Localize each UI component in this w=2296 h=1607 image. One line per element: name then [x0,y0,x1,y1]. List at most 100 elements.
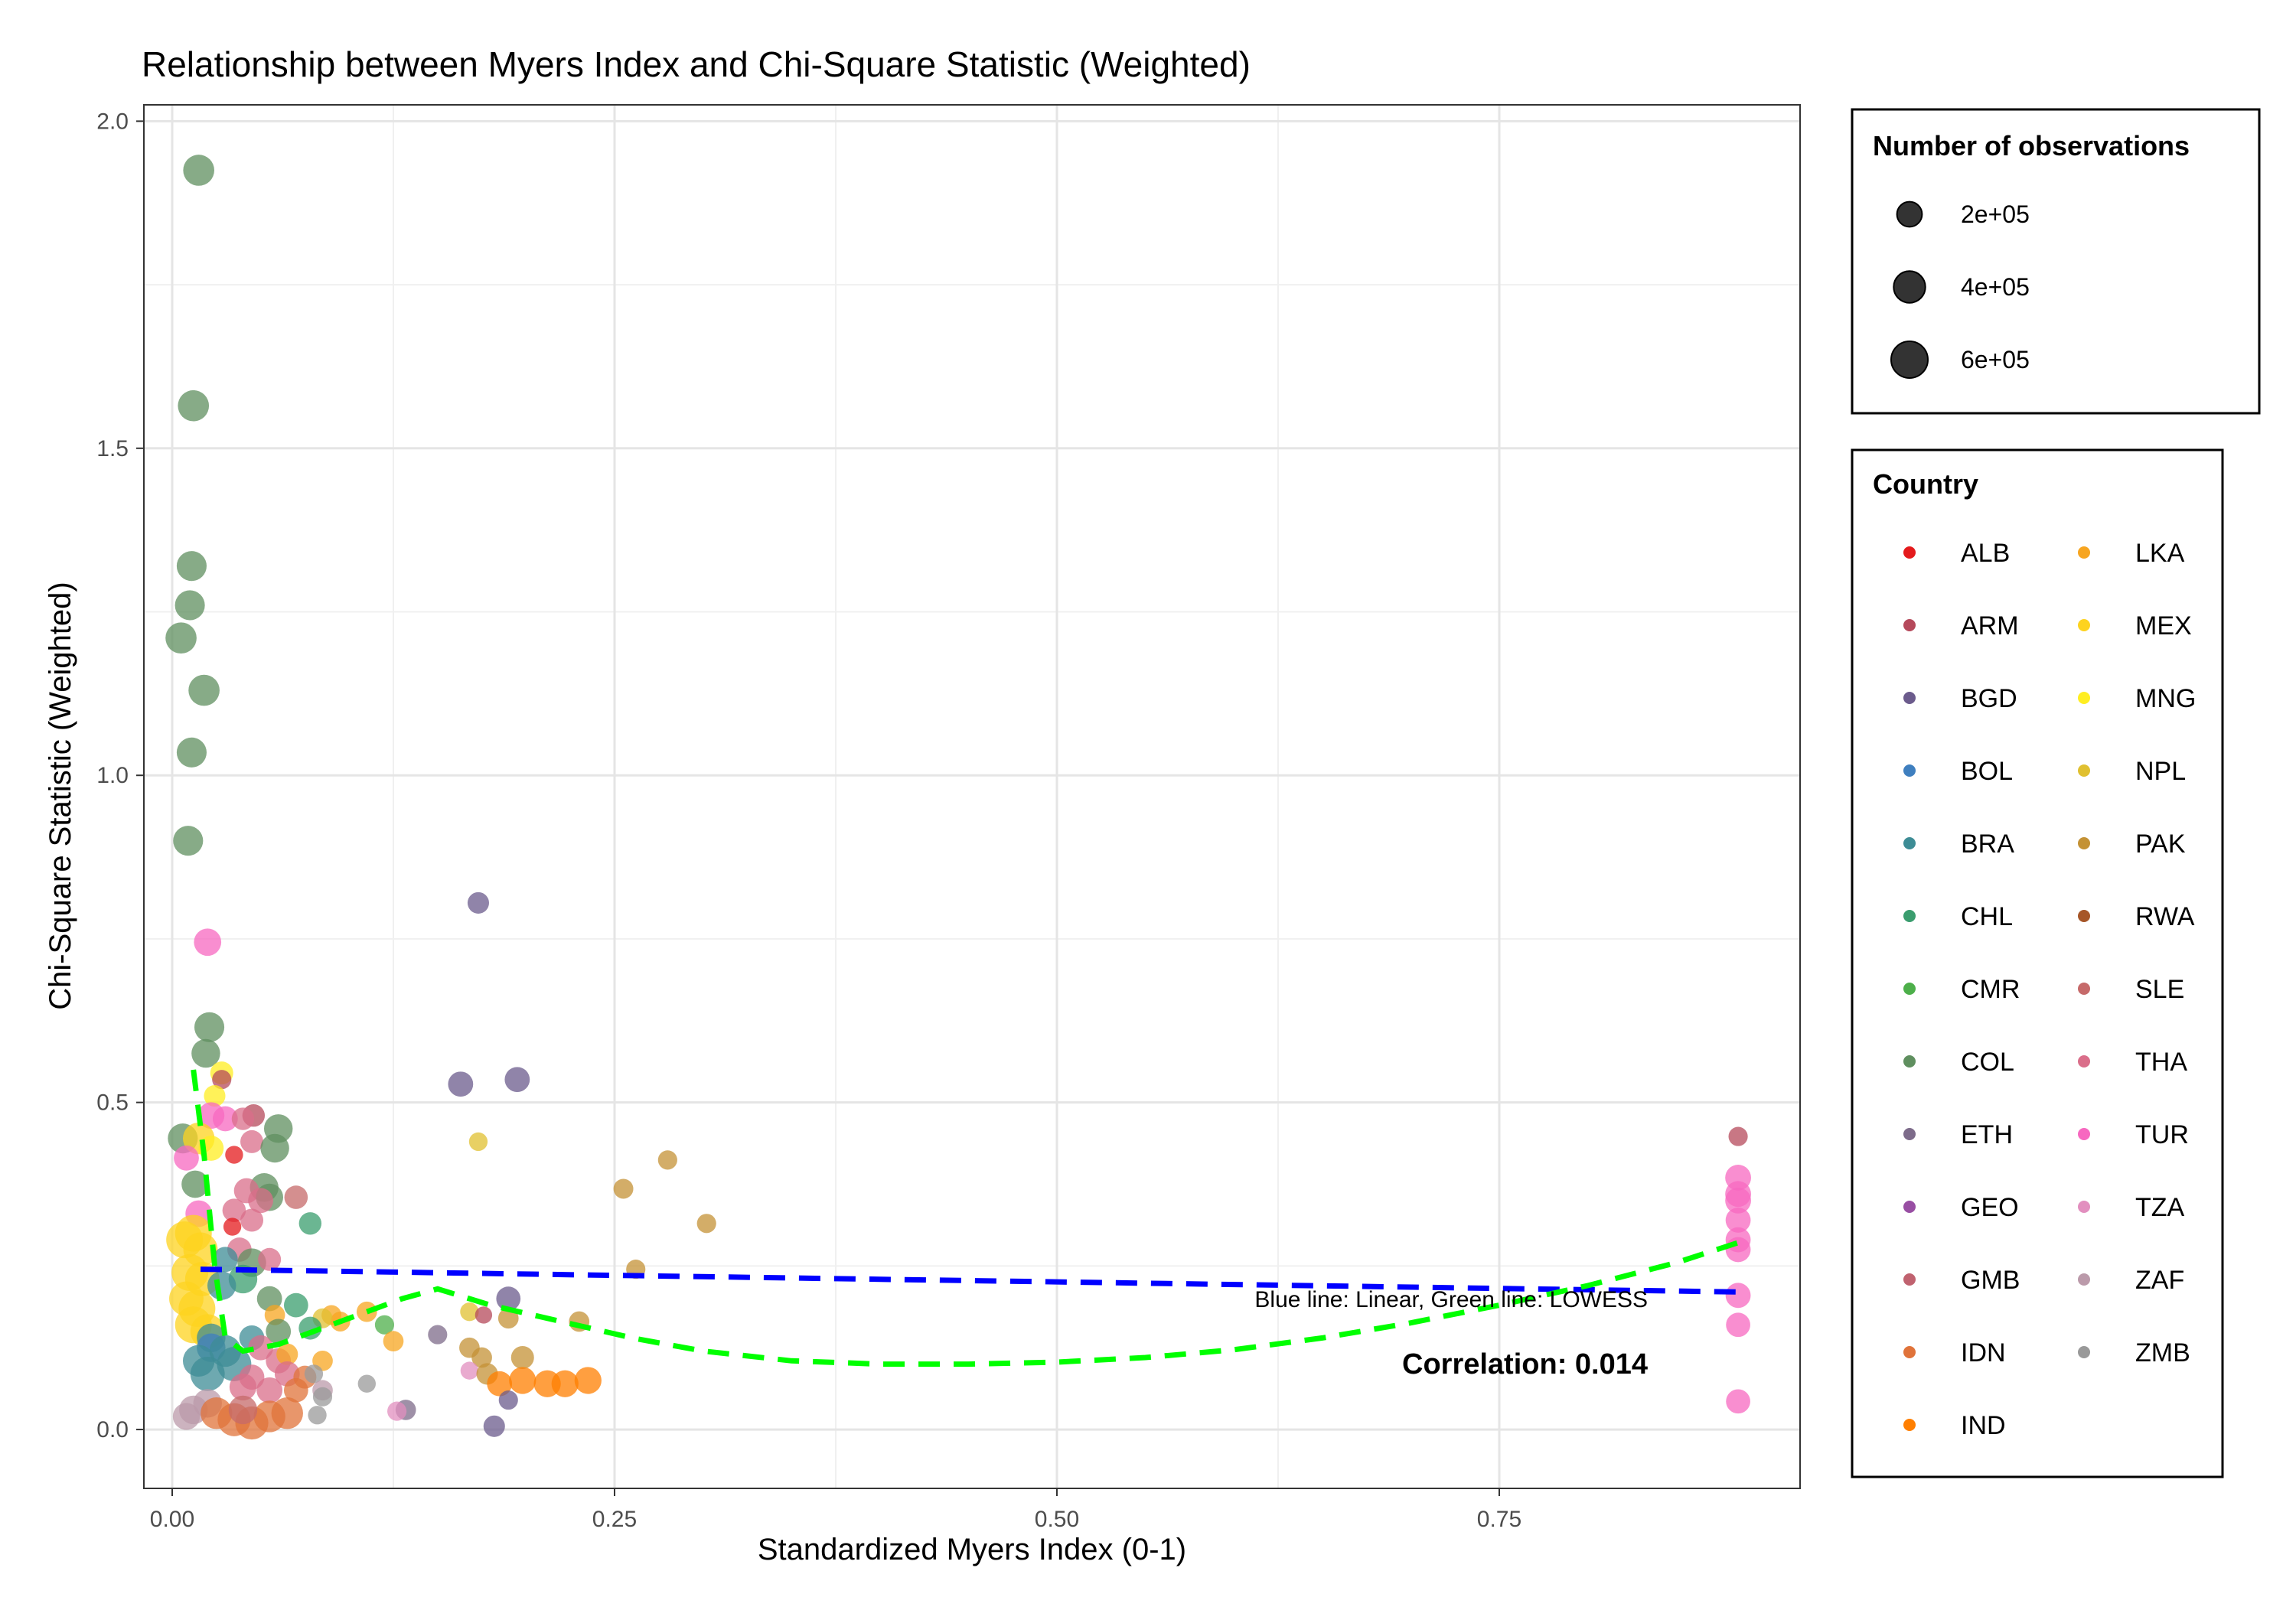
size-legend-key [1890,341,1929,379]
color-legend-label: TZA [2135,1193,2185,1222]
correlation-label: Correlation: 0.014 [1402,1348,1648,1380]
color-legend-label: GMB [1961,1266,2020,1295]
color-legend-key-lka [2078,546,2090,559]
scatter-points [165,155,1751,1440]
color-legend-key-tha [2078,1055,2090,1068]
color-legend-label: RWA [2135,902,2195,931]
size-legend-key [1896,200,1923,228]
size-legend-label: 4e+05 [1961,273,2030,301]
data-point-tha [248,1335,273,1361]
data-point-tha [231,1107,255,1130]
data-point-col [176,551,207,582]
data-point-col [174,590,205,621]
data-point-bgd [467,892,490,914]
color-legend-key-geo [1903,1201,1916,1213]
color-legend-key-alb [1903,546,1916,559]
data-point-bgd [504,1067,530,1093]
data-point-col [194,1012,225,1042]
data-point-tha [240,1129,264,1153]
x-tick-label: 0.75 [1477,1507,1521,1532]
color-legend-key-tza [2078,1201,2090,1213]
data-point-col [183,155,214,186]
y-tick-label: 0.5 [96,1090,129,1116]
color-legend-key-tur [2078,1128,2090,1140]
data-point-pak [613,1178,634,1199]
data-point-col [188,674,220,706]
color-legend-key-idn [1903,1346,1916,1358]
minor-grid [144,105,1800,1488]
color-legend-key-chl [1903,910,1916,922]
data-point-arm [212,1070,232,1090]
data-point-col [181,1170,209,1198]
color-legend-label: ZMB [2135,1338,2190,1367]
plot-frame [143,104,1801,1489]
color-legend-key-npl [2078,764,2090,777]
data-point-tha [229,1373,257,1401]
data-point-tha [240,1208,264,1232]
data-point-tha [258,1247,282,1271]
data-point-tur [1726,1389,1750,1414]
color-legend-key-zmb [2078,1346,2090,1358]
data-point-alb [223,1217,242,1236]
color-legend-label: CMR [1961,975,2020,1004]
data-point-npl [460,1302,479,1322]
data-point-ind [574,1367,602,1394]
data-point-col [173,826,204,856]
color-legend-label: LKA [2135,539,2185,568]
trend-line-linear [200,1266,1747,1295]
data-point-mng [204,1085,226,1107]
data-point-bgd [483,1415,505,1437]
chart-title: Relationship between Myers Index and Chi… [142,44,1251,84]
size-legend-label: 6e+05 [1961,346,2030,373]
data-point-lka [383,1331,404,1352]
color-legend-title: Country [1873,468,1978,500]
data-point-sle [284,1185,308,1209]
data-point-zmb [357,1374,376,1393]
color-legend-label: MEX [2135,611,2192,641]
data-point-npl [468,1132,488,1152]
data-point-col [191,1038,220,1068]
color-legend-label: COL [1961,1048,2014,1077]
x-tick-label: 0.25 [592,1507,637,1532]
color-legend-key-bra [1903,837,1916,849]
size-legend: Number of observations 2e+05 4e+05 6e+05 [1851,108,2261,415]
size-legend-key [1893,270,1926,304]
data-point-tur [194,928,222,957]
color-legend-label: SLE [2135,975,2184,1004]
data-point-pak [471,1347,492,1368]
data-point-bra [207,1271,236,1300]
color-legend-key-col [1903,1055,1916,1068]
data-point-alb [225,1146,243,1164]
color-legend-key-sle [2078,983,2090,995]
data-point-ind [551,1370,579,1397]
y-tick-label: 2.0 [96,109,129,134]
y-axis-ticks: 0.0 0.5 1.0 1.5 2.0 [96,109,144,1442]
data-point-zaf [172,1403,201,1430]
size-legend-title: Number of observations [1873,130,2190,161]
data-point-tza [460,1361,479,1380]
data-point-col [178,390,210,422]
data-point-ind [509,1367,536,1394]
plot-background [144,105,1800,1488]
y-tick-label: 1.0 [96,763,129,788]
x-tick-label: 0.00 [150,1507,194,1532]
data-point-arm [475,1306,493,1324]
color-legend-key-eth [1903,1128,1916,1140]
data-point-col [165,622,197,654]
data-point-col [266,1319,292,1345]
color-legend: Country ALB ARM BGD BOL BRA CHL CMR COL ETH GEO GM… [1851,448,2224,1478]
data-point-tha [248,1188,273,1214]
color-legend-label: BRA [1961,830,2014,859]
color-legend-key-cmr [1903,983,1916,995]
color-legend-frame [1851,448,2224,1478]
data-point-arm [1728,1126,1748,1146]
trend-lines [191,1069,1748,1367]
data-point-sle [228,1395,258,1425]
color-legend-key-ind [1903,1419,1916,1431]
trend-line-lowess [191,1069,1748,1367]
data-point-zmb [312,1387,333,1407]
color-legend-items: ALB ARM BGD BOL BRA CHL CMR COL ETH GEO GMB IDN IND L… [1903,539,2196,1440]
x-axis-ticks: 0.00 0.25 0.50 0.75 [150,1488,1521,1532]
data-point-pak [657,1150,677,1170]
